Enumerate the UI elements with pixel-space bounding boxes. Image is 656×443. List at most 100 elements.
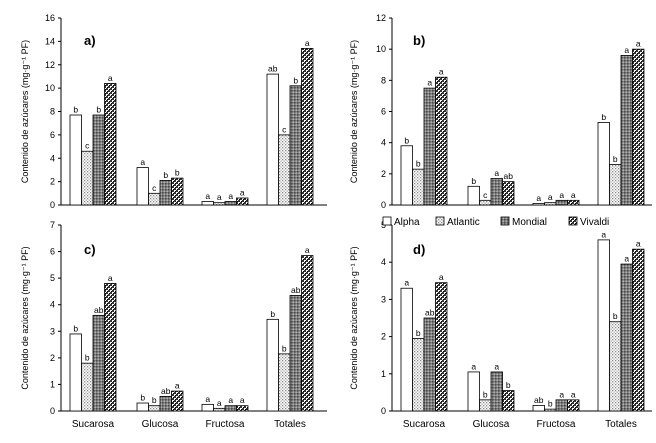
significance-label: c xyxy=(483,190,488,200)
category-label: Glucosa xyxy=(473,419,510,430)
significance-label: a xyxy=(108,273,113,283)
significance-label: a xyxy=(601,229,606,239)
bar-alpha xyxy=(266,73,279,206)
significance-label: a xyxy=(571,389,576,399)
bar-mondial xyxy=(555,199,568,206)
significance-label: a xyxy=(217,192,222,202)
significance-label: a xyxy=(536,193,541,203)
y-tick-label: 3 xyxy=(381,294,386,304)
bar-alpha xyxy=(201,403,214,412)
category-label: Glucosa xyxy=(142,419,179,430)
y-axis-label: Contenido de azúcares (mg·g⁻¹ PF) xyxy=(349,246,359,389)
chart-panel-d: 012345Contenido de azúcares (mg·g⁻¹ PF)d… xyxy=(349,220,652,430)
significance-label: a xyxy=(624,254,629,264)
bar-alpha xyxy=(400,145,413,206)
significance-label: a xyxy=(140,157,145,167)
significance-label: a xyxy=(305,245,310,255)
significance-label: b xyxy=(96,105,101,115)
significance-label: b xyxy=(483,389,488,399)
significance-label: c xyxy=(152,183,157,193)
significance-label: a xyxy=(228,395,233,405)
significance-label: a xyxy=(205,394,210,404)
bar-alpha xyxy=(136,167,149,206)
y-tick-label: 6 xyxy=(50,247,55,257)
y-tick-label: 7 xyxy=(50,220,55,230)
legend-swatch-mondial xyxy=(500,216,510,226)
significance-label: b xyxy=(140,393,145,403)
bar-mondial xyxy=(423,317,436,412)
bar-atlantic xyxy=(81,362,94,412)
y-tick-label: 10 xyxy=(376,44,386,54)
bar-vivaldi xyxy=(171,390,184,412)
y-tick-label: 3 xyxy=(50,326,55,336)
y-tick-label: 12 xyxy=(376,13,386,23)
category-label: Fructosa xyxy=(537,419,576,430)
significance-label: b xyxy=(73,105,78,115)
significance-label: b xyxy=(548,399,553,409)
significance-label: b xyxy=(601,112,606,122)
panel-label: c) xyxy=(84,242,96,257)
y-tick-label: 4 xyxy=(381,257,386,267)
bar-atlantic xyxy=(213,202,226,206)
significance-label: b xyxy=(163,170,168,180)
panel-label: b) xyxy=(413,33,425,48)
significance-label: b xyxy=(175,168,180,178)
y-tick-label: 0 xyxy=(381,406,386,416)
bar-atlantic xyxy=(412,338,425,412)
significance-label: b xyxy=(404,135,409,145)
significance-label: b xyxy=(293,75,298,85)
y-tick-label: 1 xyxy=(381,369,386,379)
bar-mondial xyxy=(92,314,105,412)
bar-atlantic xyxy=(278,134,291,206)
bar-mondial xyxy=(620,263,633,412)
significance-label: b xyxy=(416,328,421,338)
bar-alpha xyxy=(532,405,545,412)
category-label: Sucarosa xyxy=(72,419,115,430)
significance-label: b xyxy=(471,176,476,186)
bar-alpha xyxy=(597,239,610,412)
significance-label: a xyxy=(494,361,499,371)
bar-atlantic xyxy=(479,199,492,206)
bar-atlantic xyxy=(213,407,226,412)
bar-atlantic xyxy=(278,353,291,412)
y-tick-label: 4 xyxy=(381,138,386,148)
bar-atlantic xyxy=(148,192,161,206)
bar-alpha xyxy=(467,371,480,412)
bar-mondial xyxy=(159,395,172,412)
bar-alpha xyxy=(266,318,279,412)
significance-label: ab xyxy=(534,395,544,405)
significance-label: ab xyxy=(425,308,435,318)
bar-atlantic xyxy=(412,168,425,206)
y-tick-label: 0 xyxy=(381,200,386,210)
y-tick-label: 0 xyxy=(50,200,55,210)
y-axis-label: Contenido de azúcares (mg·g⁻¹ PF) xyxy=(20,246,30,389)
significance-label: a xyxy=(228,191,233,201)
significance-label: a xyxy=(494,168,499,178)
category-label: Fructosa xyxy=(206,419,245,430)
significance-label: a xyxy=(240,187,245,197)
significance-label: b xyxy=(613,311,618,321)
legend-swatch-vivaldi xyxy=(568,216,578,226)
bar-atlantic xyxy=(544,202,557,206)
significance-label: a xyxy=(240,395,245,405)
bar-alpha xyxy=(467,185,480,206)
significance-label: ab xyxy=(161,386,171,396)
bar-alpha xyxy=(400,287,413,412)
bar-vivaldi xyxy=(435,76,448,206)
chart-panel-a: 0 2 4 6 8 10 12 14 16 Contenido de azúcares (mg·g… xyxy=(20,13,327,210)
bar-mondial xyxy=(490,371,503,412)
y-tick-label: 8 xyxy=(381,75,386,85)
bar-mondial xyxy=(92,114,105,206)
bar-alpha xyxy=(136,402,149,412)
y-tick-label: 2 xyxy=(381,332,386,342)
significance-label: a xyxy=(404,278,409,288)
significance-label: a xyxy=(205,191,210,201)
y-tick-label: 14 xyxy=(45,36,55,46)
significance-label: ab xyxy=(268,64,278,74)
y-tick-label: 2 xyxy=(50,177,55,187)
bar-vivaldi xyxy=(236,197,249,206)
significance-label: a xyxy=(636,239,641,249)
significance-label: a xyxy=(427,78,432,88)
significance-label: b xyxy=(506,380,511,390)
